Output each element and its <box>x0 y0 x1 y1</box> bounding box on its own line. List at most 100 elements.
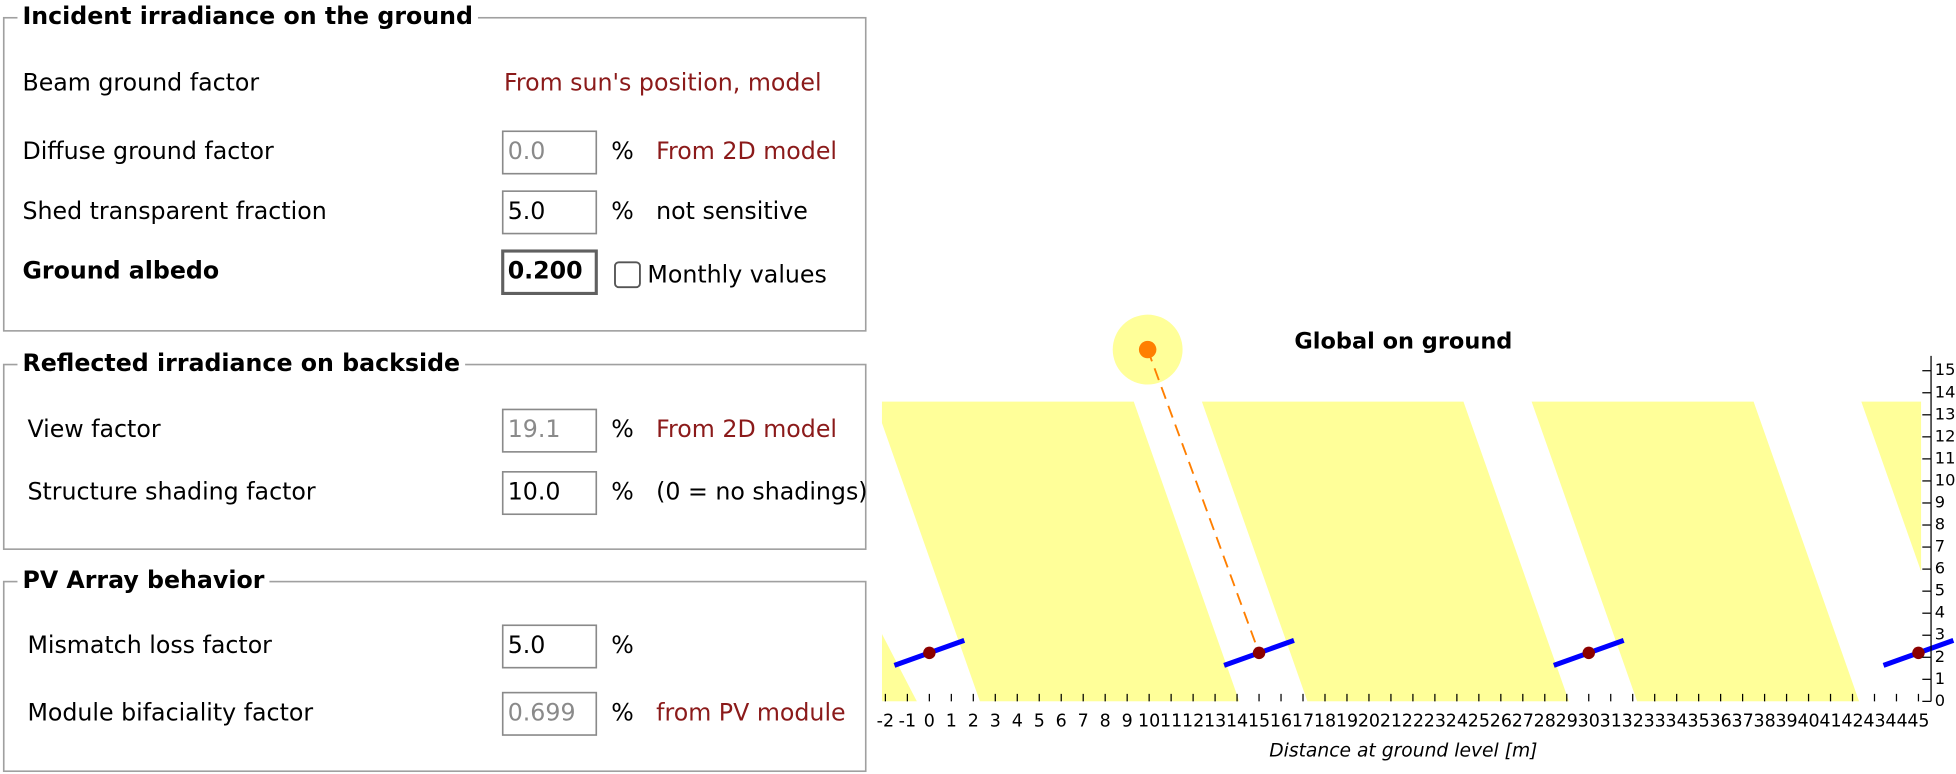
x-tick-label: -2 <box>877 711 894 731</box>
input-box[interactable] <box>501 471 598 516</box>
input-box <box>501 691 598 736</box>
pv-axis <box>1912 646 1925 660</box>
x-tick-label: 26 <box>1490 711 1512 731</box>
ground-irradiance-zone <box>881 633 917 702</box>
y-tick-label: 13 <box>1935 404 1956 423</box>
input-box <box>501 408 598 453</box>
x-tick-label: 34 <box>1666 711 1688 731</box>
x-tick-label: 25 <box>1468 711 1490 731</box>
input-value: 0.699 <box>508 698 576 726</box>
x-tick-label: 11 <box>1160 711 1182 731</box>
ground-irradiance-zone <box>1201 401 1569 702</box>
pv-axis <box>923 646 936 660</box>
title-bg <box>17 5 478 31</box>
x-tick-label: 3 <box>990 711 1001 731</box>
y-tick-label: 5 <box>1935 581 1945 600</box>
x-tick-label: 5 <box>1034 711 1045 731</box>
x-tick-label: 31 <box>1600 711 1622 731</box>
x-tick-label: 7 <box>1078 711 1089 731</box>
group-title: PV Array behavior <box>22 566 264 594</box>
input-value: 5.0 <box>508 631 546 659</box>
unit: % <box>611 631 634 659</box>
plot-title: Global on ground <box>1294 329 1512 355</box>
group-title: Reflected irradiance on backside <box>22 349 460 377</box>
x-tick-label: 0 <box>924 711 935 731</box>
x-tick-label: 20 <box>1358 711 1380 731</box>
x-tick-label: 2 <box>968 711 979 731</box>
x-tick-label: 10 <box>1138 711 1160 731</box>
y-tick-label: 0 <box>1935 691 1945 710</box>
field-label: Module bifaciality factor <box>27 698 313 726</box>
checkbox-label: Monthly values <box>647 260 826 288</box>
x-tick-label: 1 <box>946 711 957 731</box>
checkbox[interactable] <box>614 261 641 289</box>
x-tick-label: 42 <box>1841 711 1863 731</box>
x-tick-label: 16 <box>1270 711 1292 731</box>
x-tick-label: 6 <box>1056 711 1067 731</box>
group-box <box>2 580 867 773</box>
x-tick-label: 15 <box>1248 711 1270 731</box>
x-tick-label: 29 <box>1556 711 1578 731</box>
x-tick-label: 36 <box>1710 711 1732 731</box>
ground-irradiance-zone <box>881 401 1240 702</box>
y-tick-label: 9 <box>1935 492 1945 511</box>
ground-irradiance-zone <box>1861 401 1922 572</box>
plot-background <box>881 401 1922 702</box>
x-tick-label: 35 <box>1688 711 1710 731</box>
unit: % <box>611 698 634 726</box>
title-bg <box>17 569 270 595</box>
x-tick-label: 40 <box>1797 711 1819 731</box>
pv-axis <box>1252 646 1266 660</box>
field-label: Structure shading factor <box>27 478 315 506</box>
x-tick-label: 14 <box>1226 711 1248 731</box>
y-tick-label: 6 <box>1935 559 1945 578</box>
y-tick-label: 7 <box>1935 537 1945 556</box>
unit: % <box>611 415 634 443</box>
note: from PV module <box>656 698 845 726</box>
x-tick-label: 37 <box>1732 711 1754 731</box>
x-tick-label: 33 <box>1644 711 1666 731</box>
input-box[interactable] <box>501 190 598 235</box>
x-tick-label: -1 <box>899 711 916 731</box>
ground-irradiance-zone <box>1531 401 1860 702</box>
note: From sun's position, model <box>504 68 822 96</box>
field-label: Mismatch loss factor <box>27 631 272 659</box>
input-value: 19.1 <box>508 415 561 443</box>
y-tick-label: 2 <box>1935 647 1945 666</box>
y-tick-label: 14 <box>1935 382 1956 401</box>
x-tick-label: 4 <box>1012 711 1023 731</box>
x-tick-label: 18 <box>1314 711 1336 731</box>
y-tick-label: 1 <box>1935 669 1945 688</box>
sun-ray <box>1146 349 1260 654</box>
x-tick-label: 45 <box>1907 711 1929 731</box>
input-box[interactable] <box>501 249 598 296</box>
x-tick-label: 12 <box>1182 711 1204 731</box>
x-tick-label: 8 <box>1100 711 1111 731</box>
x-tick-label: 13 <box>1204 711 1226 731</box>
input-value: 0.200 <box>508 257 583 285</box>
note: From 2D model <box>656 415 837 443</box>
y-tick-label: 11 <box>1935 448 1956 467</box>
sun <box>1138 340 1157 359</box>
y-tick-label: 4 <box>1935 603 1945 622</box>
x-tick-label: 30 <box>1578 711 1600 731</box>
x-tick-label: 17 <box>1292 711 1314 731</box>
x-tick-label: 41 <box>1819 711 1841 731</box>
title-bg <box>17 352 466 378</box>
x-tick-label: 28 <box>1534 711 1556 731</box>
input-value: 5.0 <box>508 197 546 225</box>
input-value: 10.0 <box>508 478 561 506</box>
input-box <box>501 130 598 175</box>
input-box[interactable] <box>501 624 598 669</box>
note: From 2D model <box>656 137 837 165</box>
x-tick-label: 43 <box>1863 711 1885 731</box>
note: (0 = no shadings) <box>656 478 867 506</box>
y-tick-label: 3 <box>1935 625 1945 644</box>
x-tick-label: 39 <box>1775 711 1797 731</box>
unit: % <box>611 197 634 225</box>
x-tick-label: 32 <box>1622 711 1644 731</box>
x-tick-label: 23 <box>1424 711 1446 731</box>
x-tick-label: 22 <box>1402 711 1424 731</box>
